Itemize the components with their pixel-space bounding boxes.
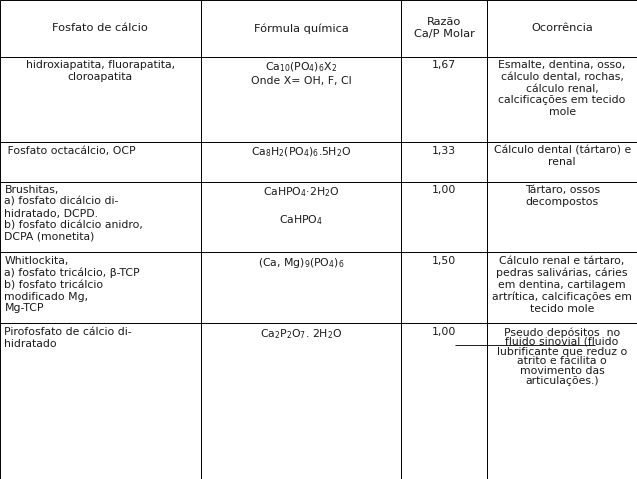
Bar [201, 142, 401, 182]
Bar [487, 57, 637, 142]
Text: 1,00: 1,00 [432, 327, 457, 337]
Bar [201, 323, 401, 479]
Text: Fórmula química: Fórmula química [254, 23, 348, 34]
Bar [0, 57, 201, 142]
Text: lubrificante que reduz o: lubrificante que reduz o [497, 347, 627, 357]
Bar [487, 0, 637, 57]
Text: Pirofosfato de cálcio di-
hidratado: Pirofosfato de cálcio di- hidratado [4, 327, 132, 349]
Text: movimento das: movimento das [520, 366, 605, 376]
Text: 1,50: 1,50 [432, 256, 457, 266]
Text: Esmalte, dentina, osso,
cálculo dental, rochas,
cálculo renal,
calcificações em : Esmalte, dentina, osso, cálculo dental, … [499, 60, 626, 117]
Bar [201, 57, 401, 142]
Text: Ca$_2$P$_2$O$_7$. 2H$_2$O: Ca$_2$P$_2$O$_7$. 2H$_2$O [260, 327, 342, 341]
Text: (Ca, Mg)$_9$(PO$_4$)$_6$: (Ca, Mg)$_9$(PO$_4$)$_6$ [258, 256, 344, 270]
Bar [401, 57, 487, 142]
Bar [0, 252, 201, 323]
Bar [401, 252, 487, 323]
Bar [401, 182, 487, 252]
Text: CaHPO$_4$·2H$_2$O

CaHPO$_4$: CaHPO$_4$·2H$_2$O CaHPO$_4$ [262, 185, 340, 227]
Bar [201, 182, 401, 252]
Bar [401, 142, 487, 182]
Text: Cálculo renal e tártaro,
pedras salivárias, cáries
em dentina, cartilagem
artrít: Cálculo renal e tártaro, pedras salivári… [492, 256, 632, 314]
Bar [0, 0, 201, 57]
Text: Razão
Ca/P Molar: Razão Ca/P Molar [414, 17, 475, 39]
Text: fluido sinovial (fluido: fluido sinovial (fluido [506, 337, 619, 347]
Text: Cálculo dental (tártaro) e
renal: Cálculo dental (tártaro) e renal [494, 146, 631, 167]
Text: articulações.): articulações.) [526, 376, 599, 386]
Text: 1,67: 1,67 [433, 60, 456, 70]
Text: 1,33: 1,33 [433, 146, 456, 156]
Bar [401, 0, 487, 57]
Text: atrito e facilita o: atrito e facilita o [517, 356, 607, 366]
Text: hidroxiapatita, fluorapatita,
cloroapatita: hidroxiapatita, fluorapatita, cloroapati… [25, 60, 175, 82]
Bar [201, 0, 401, 57]
Text: 1,00: 1,00 [432, 185, 457, 195]
Bar [0, 142, 201, 182]
Text: Ocorrência: Ocorrência [531, 23, 593, 33]
Text: Ca$_8$H$_2$(PO$_4$)$_6$.5H$_2$O: Ca$_8$H$_2$(PO$_4$)$_6$.5H$_2$O [251, 146, 351, 159]
Bar [487, 252, 637, 323]
Bar [0, 182, 201, 252]
Text: Fosfato de cálcio: Fosfato de cálcio [52, 23, 148, 33]
Text: Fosfato octacálcio, OCP: Fosfato octacálcio, OCP [4, 146, 136, 156]
Bar [487, 142, 637, 182]
Bar [401, 323, 487, 479]
Bar [201, 252, 401, 323]
Text: Brushitas,
a) fosfato dicálcio di-
hidratado, DCPD.
b) fosfato dicálcio anidro,
: Brushitas, a) fosfato dicálcio di- hidra… [4, 185, 143, 242]
Text: Tártaro, ossos
decompostos: Tártaro, ossos decompostos [525, 185, 599, 207]
Text: Pseudo depósitos  no: Pseudo depósitos no [504, 327, 620, 338]
Bar [487, 323, 637, 479]
Bar [487, 182, 637, 252]
Bar [0, 323, 201, 479]
Text: Whitlockita,
a) fosfato tricálcio, β-TCP
b) fosfato tricálcio
modificado Mg,
Mg-: Whitlockita, a) fosfato tricálcio, β-TCP… [4, 256, 140, 313]
Text: Ca$_{10}$(PO$_4$)$_6$X$_2$
Onde X= OH, F, Cl: Ca$_{10}$(PO$_4$)$_6$X$_2$ Onde X= OH, F… [251, 60, 351, 86]
